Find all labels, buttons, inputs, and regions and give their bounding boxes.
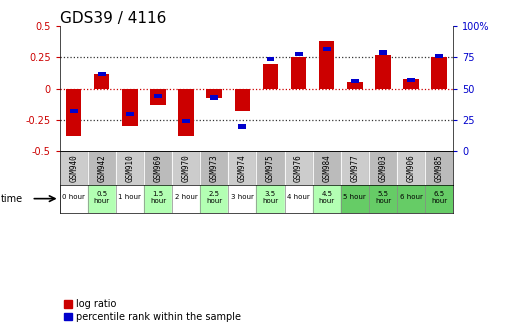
Bar (351, 79, 359, 83)
Text: 4.5
hour: 4.5 hour (319, 191, 335, 204)
Bar (154, 94, 162, 98)
Bar (126, 112, 134, 116)
Bar (425, 151, 453, 185)
Bar (313, 185, 341, 213)
Text: GSM970: GSM970 (182, 154, 191, 182)
Bar (435, 54, 443, 59)
Bar (207, 89, 222, 97)
Bar (98, 72, 106, 76)
Bar (431, 58, 447, 89)
Text: 3.5
hour: 3.5 hour (263, 191, 279, 204)
Bar (94, 74, 109, 89)
Text: GSM984: GSM984 (322, 154, 331, 182)
Bar (66, 89, 81, 136)
Bar (425, 185, 453, 213)
Bar (210, 95, 218, 100)
Text: GSM973: GSM973 (210, 154, 219, 182)
Text: GSM910: GSM910 (125, 154, 134, 182)
Text: 3 hour: 3 hour (231, 194, 254, 200)
Bar (284, 151, 313, 185)
Text: GSM969: GSM969 (153, 154, 163, 182)
Bar (178, 89, 194, 136)
Bar (347, 82, 363, 89)
Text: 2 hour: 2 hour (175, 194, 197, 200)
Text: GSM974: GSM974 (238, 154, 247, 182)
Bar (319, 41, 335, 89)
Bar (144, 151, 172, 185)
Bar (235, 89, 250, 111)
Bar (238, 124, 246, 129)
Text: 1.5
hour: 1.5 hour (150, 191, 166, 204)
Text: 5.5
hour: 5.5 hour (375, 191, 391, 204)
Text: GSM940: GSM940 (69, 154, 78, 182)
Bar (313, 151, 341, 185)
Bar (228, 185, 256, 213)
Bar (70, 109, 78, 113)
Text: 0.5
hour: 0.5 hour (94, 191, 110, 204)
Bar (379, 50, 387, 55)
Text: GSM906: GSM906 (407, 154, 415, 182)
Bar (60, 151, 88, 185)
Bar (369, 185, 397, 213)
Bar (404, 79, 419, 89)
Bar (60, 185, 88, 213)
Bar (172, 151, 200, 185)
Bar (284, 185, 313, 213)
Text: 6 hour: 6 hour (399, 194, 423, 200)
Text: 0 hour: 0 hour (62, 194, 85, 200)
Text: GSM985: GSM985 (435, 154, 444, 182)
Bar (144, 185, 172, 213)
Text: GSM977: GSM977 (350, 154, 359, 182)
Bar (150, 89, 166, 105)
Bar (341, 151, 369, 185)
Bar (323, 46, 330, 51)
Bar (397, 185, 425, 213)
Text: 2.5
hour: 2.5 hour (206, 191, 222, 204)
Bar (122, 89, 138, 126)
Bar (200, 185, 228, 213)
Bar (291, 58, 306, 89)
Bar (88, 151, 116, 185)
Bar (228, 151, 256, 185)
Text: GSM975: GSM975 (266, 154, 275, 182)
Bar (407, 78, 415, 82)
Bar (182, 119, 190, 124)
Bar (88, 185, 116, 213)
Bar (369, 151, 397, 185)
Bar (116, 185, 144, 213)
Text: 4 hour: 4 hour (287, 194, 310, 200)
Bar (256, 185, 284, 213)
Bar (256, 151, 284, 185)
Text: 6.5
hour: 6.5 hour (431, 191, 447, 204)
Text: time: time (1, 194, 23, 204)
Bar (375, 55, 391, 89)
Text: 5 hour: 5 hour (343, 194, 366, 200)
Bar (341, 185, 369, 213)
Bar (200, 151, 228, 185)
Text: GSM903: GSM903 (379, 154, 387, 182)
Bar (397, 151, 425, 185)
Bar (116, 151, 144, 185)
Bar (172, 185, 200, 213)
Text: 1 hour: 1 hour (119, 194, 141, 200)
Bar (263, 64, 278, 89)
Text: GSM942: GSM942 (97, 154, 106, 182)
Legend: log ratio, percentile rank within the sample: log ratio, percentile rank within the sa… (64, 299, 241, 322)
Bar (295, 52, 303, 56)
Text: GSM976: GSM976 (294, 154, 303, 182)
Text: GDS39 / 4116: GDS39 / 4116 (60, 11, 166, 26)
Bar (267, 57, 275, 61)
